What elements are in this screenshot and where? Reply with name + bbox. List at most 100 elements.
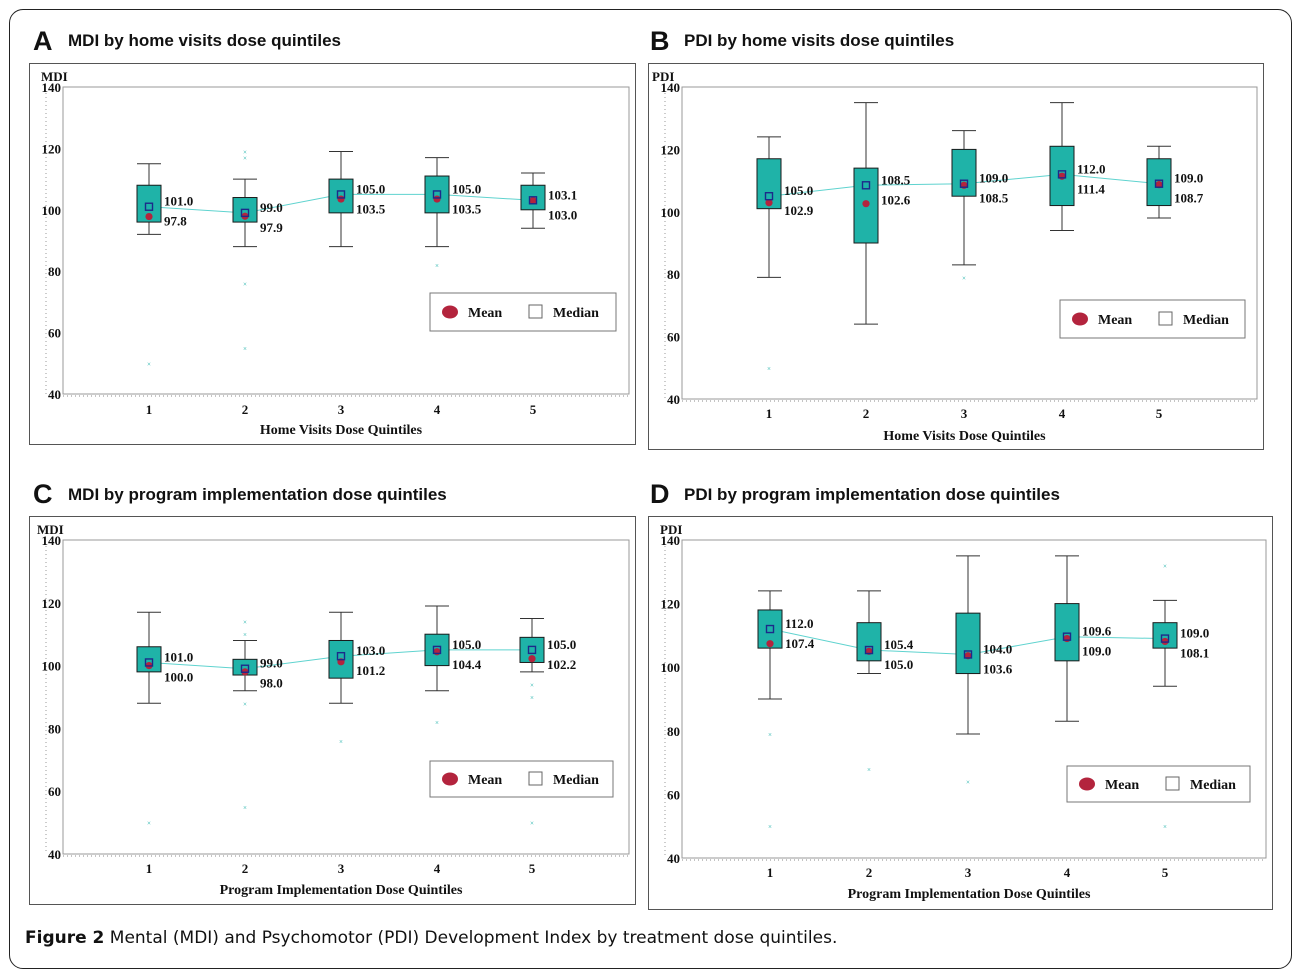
median-marker	[1160, 634, 1170, 643]
mean-value-label: 102.9	[784, 203, 814, 218]
legend-median-label: Median	[1190, 778, 1236, 793]
median-marker	[861, 181, 871, 190]
mean-marker	[529, 196, 537, 205]
mean-marker	[765, 199, 773, 207]
mean-value-label: 101.2	[356, 663, 385, 678]
x-tick-label: 5	[1156, 406, 1163, 421]
y-tick-label: 80	[667, 267, 680, 282]
mean-value-label: 111.4	[1077, 181, 1105, 196]
panel-letter-b: B	[650, 26, 670, 56]
outlier-marker: ×	[243, 700, 247, 708]
y-tick-label: 60	[667, 787, 680, 802]
y-tick-label: 140	[42, 80, 62, 95]
x-axis-label: Program Implementation Dose Quintiles	[848, 887, 1091, 902]
x-tick-label: 1	[766, 406, 773, 421]
mean-marker	[433, 648, 441, 656]
legend-mean-label: Mean	[1098, 313, 1132, 328]
y-tick-label: 120	[42, 596, 62, 611]
outlier-marker: ×	[147, 820, 151, 828]
outlier-marker: ×	[966, 779, 970, 787]
mean-value-label: 102.6	[881, 192, 911, 207]
legend-mean-icon	[1072, 312, 1088, 326]
iqr-box	[1054, 603, 1080, 662]
mean-value-label: 105.0	[884, 657, 913, 672]
x-tick-label: 1	[146, 861, 153, 876]
y-tick-label: 60	[48, 784, 61, 799]
outlier-marker: ×	[530, 694, 534, 702]
mean-marker	[1058, 172, 1066, 180]
y-tick-label: 120	[661, 142, 681, 157]
median-value-label: 108.5	[881, 172, 911, 187]
outlier-marker: ×	[243, 631, 247, 639]
median-marker	[144, 658, 154, 667]
median-marker	[959, 179, 969, 188]
median-marker	[1062, 632, 1072, 641]
mean-marker	[766, 640, 774, 648]
median-marker	[336, 651, 346, 661]
plot-area	[681, 86, 1258, 400]
median-value-label: 105.0	[452, 181, 481, 196]
median-marker	[864, 645, 874, 655]
x-axis-label: Home Visits Dose Quintiles	[883, 429, 1046, 444]
x-tick-label: 2	[242, 402, 249, 417]
median-marker	[240, 208, 250, 218]
legend-median-label: Median	[553, 306, 599, 321]
median-value-label: 109.6	[1082, 624, 1112, 639]
legend-mean-icon	[1079, 777, 1095, 791]
mean-value-label: 107.4	[785, 636, 815, 651]
mean-marker	[337, 195, 345, 203]
chart-a: MDI 40 60 80 100 120 140 1 2 3 4 5 Home Visits Dose …	[29, 63, 636, 445]
mean-value-label: 97.9	[260, 220, 283, 235]
legend-mean-icon	[442, 772, 458, 786]
median-value-label: 109.0	[979, 171, 1008, 186]
x-tick-label: 1	[146, 402, 153, 417]
legend-median-icon	[1158, 311, 1173, 326]
median-marker	[336, 190, 346, 199]
x-tick-label: 2	[863, 406, 870, 421]
median-value-label: 99.0	[260, 200, 283, 215]
y-tick-label: 40	[667, 851, 680, 866]
panel-letter-c: C	[33, 479, 53, 509]
y-tick-label: 100	[42, 659, 62, 674]
mean-value-label: 108.1	[1180, 646, 1209, 661]
x-tick-label: 4	[1064, 865, 1071, 880]
y-axis-label: MDI	[41, 69, 68, 84]
y-tick-label: 80	[48, 721, 61, 736]
mean-marker	[862, 200, 870, 208]
legend-box	[429, 760, 614, 798]
outlier-marker: ×	[147, 360, 151, 368]
y-tick-label: 40	[48, 387, 61, 402]
mean-value-label: 108.5	[979, 191, 1009, 206]
x-tick-label: 3	[338, 861, 345, 876]
x-axis-label: Program Implementation Dose Quintiles	[220, 883, 463, 898]
y-axis-label: MDI	[37, 522, 64, 537]
y-tick-label: 40	[48, 847, 61, 862]
median-marker	[240, 664, 250, 673]
outlier-marker: ×	[243, 148, 247, 156]
legend-mean-label: Mean	[468, 306, 502, 321]
caption-text: Mental (MDI) and Psychomotor (PDI) Devel…	[109, 928, 838, 948]
outlier-marker: ×	[243, 619, 247, 627]
legend-box	[1066, 765, 1251, 803]
y-axis-label: PDI	[660, 522, 682, 537]
median-marker	[527, 645, 537, 655]
y-tick-label: 100	[661, 660, 681, 675]
x-tick-label: 4	[434, 861, 441, 876]
x-tick-label: 3	[338, 402, 345, 417]
panel-title-c: MDI by program implementation dose quint…	[68, 485, 447, 504]
y-tick-label: 140	[42, 533, 62, 548]
legend-median-icon	[528, 771, 543, 786]
x-tick-label: 4	[434, 402, 441, 417]
mean-value-label: 97.8	[164, 214, 187, 229]
outlier-marker: ×	[530, 681, 534, 689]
mean-value-label: 103.5	[452, 201, 482, 216]
median-value-label: 109.0	[1180, 626, 1209, 641]
panel-letter-d: D	[650, 479, 670, 509]
chart-c: MDI 40 60 80 100 120 140 1 2 3 4 5 Program Implement…	[29, 516, 636, 905]
iqr-box	[424, 175, 450, 214]
outlier-marker: ×	[767, 365, 771, 373]
outlier-marker: ×	[1163, 823, 1167, 831]
mean-value-label: 104.4	[452, 657, 482, 672]
y-tick-label: 60	[667, 330, 680, 345]
mean-value-label: 103.5	[356, 201, 386, 216]
